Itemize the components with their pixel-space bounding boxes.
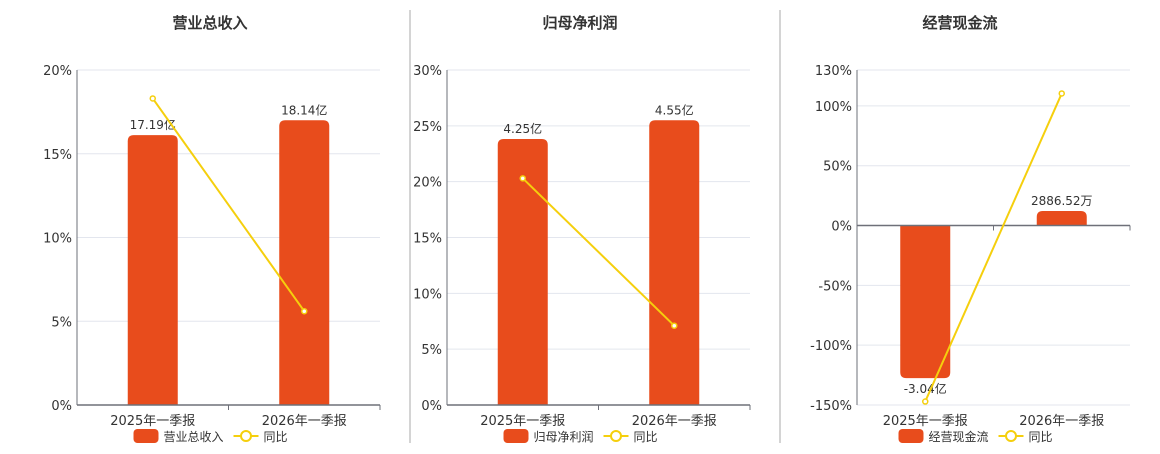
bar-data-label: 4.55亿 [655,102,694,117]
yoy-line [522,177,675,327]
bar-data-label: -3.04亿 [904,381,947,396]
yoy-point [149,95,156,102]
y-tick-label: 20% [43,64,72,79]
y-tick-label: 15% [413,232,442,247]
bar [1036,211,1087,226]
yoy-point [671,322,678,329]
legend-line-label: 同比 [634,430,658,444]
legend-line-marker [1005,430,1017,442]
y-tick-label: 5% [51,315,72,330]
y-tick-label: 50% [823,160,852,175]
y-tick-label: -150% [810,399,852,414]
legend: 经营现金流 同比 [898,429,1053,444]
bar-data-label: 4.25亿 [503,121,542,136]
legend-bar-swatch [133,429,159,443]
bar-data-label: 2886.52万 [1031,194,1093,208]
bar-data-label: 17.19亿 [130,117,176,132]
legend-bar-swatch [898,429,924,443]
legend-line-label: 同比 [264,430,288,444]
yoy-point [1058,90,1065,97]
yoy-line [924,93,1063,402]
legend-bar-label: 营业总收入 [164,430,224,444]
y-tick-label: 0% [421,399,442,414]
x-tick-label: 2025年一季报 [110,414,195,429]
x-tick-label: 2026年一季报 [262,414,347,429]
bar [497,139,548,405]
yoy-point [922,398,929,405]
yoy-line [151,97,306,312]
chart-panel-3: 经营现金流 -150% -100% -50% 0% 50% 100% 130% -3.04亿 20… [810,14,1131,444]
y-tick-label: -100% [810,339,852,354]
legend-bar-swatch [503,429,529,443]
y-tick-label: 15% [43,148,72,163]
y-tick-label: -50% [818,279,852,294]
bar [127,135,178,406]
yoy-point [301,307,308,315]
y-tick-label: 10% [413,287,442,302]
legend: 归母净利润 同比 [503,429,658,444]
bar [279,120,330,405]
legend-line-label: 同比 [1029,430,1053,444]
chart-title: 营业总收入 [172,14,247,32]
y-tick-label: 0% [51,399,72,414]
y-tick-label: 5% [421,343,442,358]
bar [649,120,700,405]
y-tick-label: 10% [43,232,72,247]
x-tick-label: 2026年一季报 [632,414,717,429]
y-tick-label: 30% [413,64,442,79]
y-tick-label: 20% [413,176,442,191]
legend-line-marker [240,430,252,442]
x-tick-label: 2025年一季报 [883,414,968,429]
chart-title: 归母净利润 [542,14,617,32]
chart-panel-1: 营业总收入 0% 5% 10% 15% 20% 17.19亿 2025年一季报 18.14亿 20… [43,14,381,444]
y-tick-label: 0% [831,220,852,235]
legend: 营业总收入 同比 [133,429,288,444]
chart-panel-2: 归母净利润 0% 5% 10% 15% 20% 25% 30% 4.25亿 2025年一季报 4.5… [413,14,751,444]
legend-bar-label: 经营现金流 [929,429,989,444]
yoy-point [519,175,526,182]
legend-line-marker [610,430,622,442]
legend-bar-label: 归母净利润 [534,430,594,444]
bar-data-label: 18.14亿 [281,102,327,117]
y-tick-label: 25% [413,120,442,135]
chart-title: 经营现金流 [922,14,997,32]
bar [900,225,951,379]
x-tick-label: 2025年一季报 [480,414,565,429]
y-tick-label: 100% [815,100,852,115]
y-tick-label: 130% [815,64,852,79]
x-tick-label: 2026年一季报 [1019,414,1104,429]
